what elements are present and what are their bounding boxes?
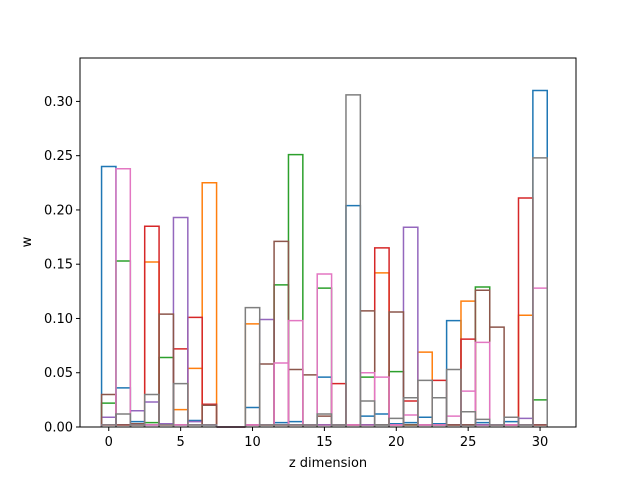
x-tick-label: 10 — [244, 435, 261, 450]
x-tick-label: 25 — [460, 435, 477, 450]
bar — [201, 424, 218, 427]
bar — [532, 157, 548, 427]
y-tick-label: 0.15 — [44, 258, 73, 273]
series-8 — [100, 94, 548, 428]
y-tick-label: 0.20 — [44, 203, 73, 218]
x-tick-label: 15 — [316, 435, 333, 450]
bar — [201, 404, 218, 427]
bar — [115, 167, 132, 427]
bar — [474, 418, 491, 427]
x-axis: 0 5 10 15 20 25 30 — [105, 427, 549, 450]
bar — [201, 182, 218, 427]
bar — [172, 382, 189, 427]
bar — [388, 311, 405, 427]
bar — [143, 393, 160, 427]
bar — [316, 413, 333, 427]
bar — [474, 341, 491, 427]
x-tick-label: 0 — [105, 435, 113, 450]
x-tick-label: 20 — [388, 435, 405, 450]
y-tick-label: 0.05 — [44, 366, 73, 381]
bar — [158, 313, 175, 427]
plot-area — [80, 58, 576, 427]
y-tick-label: 0.25 — [44, 149, 73, 164]
y-tick-label: 0.30 — [44, 95, 73, 110]
y-tick-label: 0.00 — [44, 421, 73, 436]
y-axis-label: w — [20, 236, 35, 247]
x-tick-label: 30 — [532, 435, 549, 450]
bar — [359, 400, 376, 427]
y-axis: 0.00 0.05 0.10 0.15 0.20 0.25 0.30 — [44, 95, 80, 436]
bar — [503, 416, 520, 427]
bar — [244, 306, 261, 427]
x-tick-label: 5 — [176, 435, 184, 450]
bar — [287, 319, 304, 427]
y-tick-label: 0.10 — [44, 312, 73, 327]
bar — [345, 94, 362, 427]
series-layer — [100, 89, 548, 428]
plot-frame — [79, 57, 577, 428]
bar — [316, 273, 333, 427]
x-axis-label: z dimension — [289, 456, 367, 471]
bar — [445, 368, 462, 427]
bar — [115, 413, 132, 427]
